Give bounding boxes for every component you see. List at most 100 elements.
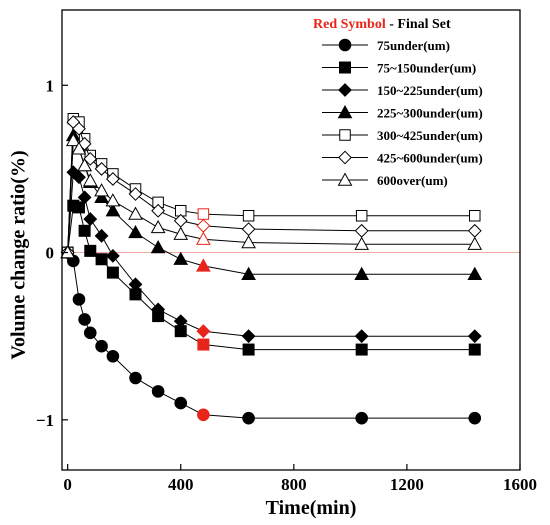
data-point	[95, 253, 108, 266]
data-point	[355, 411, 368, 425]
data-point	[151, 203, 166, 218]
series-layer	[60, 112, 483, 425]
data-point	[173, 226, 189, 240]
y-tick-label: 1	[46, 76, 55, 95]
legend-label: 300~425under(um)	[377, 128, 483, 143]
data-point	[174, 396, 188, 410]
series-line	[67, 252, 475, 419]
data-point	[77, 190, 92, 205]
data-point	[354, 236, 370, 250]
legend-label: 425~600under(um)	[377, 151, 483, 166]
legend-label: 150~225under(um)	[377, 83, 483, 98]
data-point	[355, 209, 368, 222]
legend-label: 600over(um)	[377, 173, 448, 188]
data-point	[241, 234, 256, 249]
y-tick-label: −1	[36, 411, 54, 430]
data-point	[95, 339, 108, 353]
legend-item: 75under(um)	[322, 38, 450, 53]
data-point	[94, 162, 109, 176]
data-point	[468, 343, 481, 356]
final-set-point	[196, 218, 211, 233]
data-point	[354, 223, 369, 238]
plot-frame	[61, 9, 521, 471]
legend-items: 75under(um) 75~150under(um) 150~225under(u…	[322, 38, 483, 188]
data-point	[150, 219, 166, 234]
x-tick-label: 1600	[503, 475, 537, 494]
legend-marker	[338, 150, 352, 165]
data-point	[151, 385, 165, 398]
data-point	[128, 224, 143, 239]
ticks-layer: 0 400 800 1200 1600 1 0 −1	[36, 76, 537, 494]
x-tick-label: 0	[63, 475, 72, 494]
data-point	[84, 244, 97, 257]
x-axis-label: Time(min)	[266, 497, 357, 519]
legend-item: 300~425under(um)	[322, 128, 483, 143]
data-point	[77, 136, 92, 151]
legend-marker	[338, 38, 352, 52]
data-point	[129, 371, 142, 385]
data-point	[72, 121, 86, 136]
data-point	[128, 277, 143, 292]
data-point	[72, 293, 86, 306]
data-point	[94, 183, 109, 197]
data-point	[241, 329, 256, 344]
final-set-point	[196, 324, 211, 339]
data-point	[105, 203, 121, 217]
x-tick-label: 800	[281, 475, 307, 494]
legend-title: Red Symbol - Final Set	[313, 17, 451, 32]
legend-marker	[337, 172, 353, 186]
series-line	[67, 171, 475, 337]
series-3	[60, 165, 482, 344]
data-point	[105, 248, 120, 263]
series-2	[61, 199, 481, 356]
final-set-point	[197, 338, 210, 351]
data-point	[173, 314, 188, 329]
x-tick-label: 1200	[390, 475, 424, 494]
data-point	[77, 158, 92, 172]
data-point	[241, 266, 256, 280]
data-point	[72, 201, 85, 214]
data-point	[71, 141, 87, 155]
data-point	[83, 212, 98, 226]
y-tick-label: 0	[46, 244, 55, 263]
legend-marker	[337, 104, 353, 119]
data-point	[78, 313, 91, 326]
data-point	[242, 411, 255, 425]
data-point	[151, 302, 166, 317]
legend-title-rest: - Final Set	[386, 17, 451, 32]
legend-label: 75~150under(um)	[377, 61, 476, 76]
legend-marker	[338, 83, 352, 97]
data-point	[94, 228, 109, 243]
data-point	[105, 172, 120, 186]
data-point	[65, 132, 81, 147]
final-set-point	[196, 258, 211, 272]
data-point	[83, 326, 97, 340]
legend-item: 225~300under(um)	[322, 104, 483, 121]
data-point	[354, 266, 370, 280]
legend-item: 425~600under(um)	[322, 151, 483, 166]
data-point	[94, 189, 109, 204]
legend-marker	[339, 61, 351, 74]
final-set-point	[196, 231, 211, 245]
x-tick-label: 400	[168, 475, 194, 494]
data-point	[128, 187, 143, 201]
data-point	[467, 223, 482, 238]
data-point	[105, 193, 121, 207]
series-7	[60, 132, 483, 259]
data-point	[241, 222, 256, 237]
data-point	[83, 151, 98, 166]
data-point	[78, 224, 91, 237]
data-point	[242, 209, 255, 222]
data-point	[60, 245, 76, 259]
data-point	[354, 329, 369, 344]
data-point	[469, 209, 481, 222]
data-point	[128, 206, 143, 220]
data-point	[242, 343, 255, 356]
final-set-point	[197, 208, 210, 220]
data-point	[467, 266, 483, 280]
legend-item: 600over(um)	[322, 172, 448, 188]
y-axis-label: Volume change ratio(%)	[8, 150, 30, 359]
legend-label: 225~300under(um)	[377, 106, 483, 121]
data-point	[468, 411, 482, 425]
